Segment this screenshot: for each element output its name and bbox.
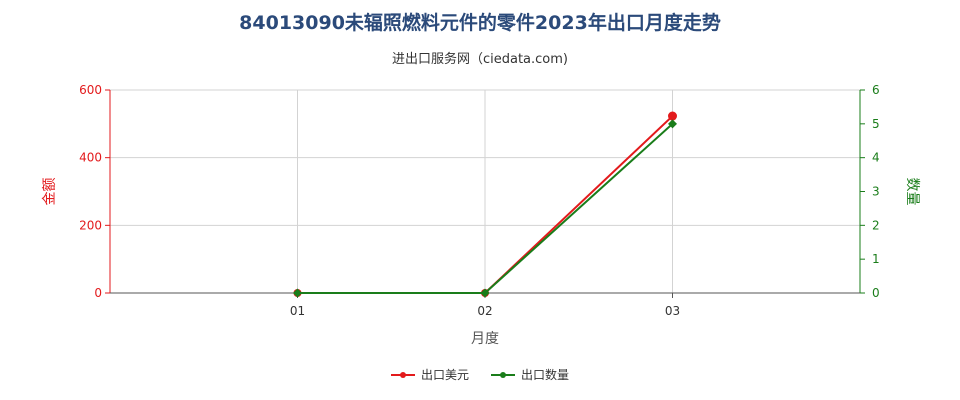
series-1-point <box>293 288 302 298</box>
x-tick-label: 01 <box>290 304 305 318</box>
series-1-point <box>480 288 490 298</box>
x-tick-label: 02 <box>477 304 492 318</box>
y-left-axis-title: 金额 <box>42 178 58 206</box>
legend-item-qty[interactable]: 出口数量 <box>491 366 569 383</box>
y-right-axis-title: 数量 <box>904 178 920 206</box>
legend-label-qty: 出口数量 <box>521 368 570 382</box>
y-left-tick-label: 0 <box>94 286 102 300</box>
y-right-tick-label: 3 <box>872 185 880 199</box>
y-right-tick-label: 1 <box>872 252 880 266</box>
legend-label-usd: 出口美元 <box>420 368 469 382</box>
grid-lines <box>110 89 861 294</box>
legend-swatch-usd <box>390 370 415 380</box>
y-left-tick-label: 600 <box>79 83 102 97</box>
y-right-tick-label: 6 <box>872 83 880 97</box>
series-layer <box>293 111 677 298</box>
legend-item-usd[interactable]: 出口美元 <box>390 366 469 383</box>
y-right-tick-label: 0 <box>872 286 880 300</box>
y-left-tick-label: 400 <box>79 151 102 165</box>
chart-subtitle: 进出口服务网（ciedata.com) <box>391 52 568 67</box>
legend-swatch-qty <box>491 370 515 380</box>
legend: 出口美元 出口数量 <box>0 366 960 383</box>
y-right-tick-label: 2 <box>872 218 880 232</box>
series-1-point <box>668 119 677 129</box>
chart-title: 84013090未辐照燃料元件的零件2023年出口月度走势 <box>239 12 721 34</box>
series-0-point <box>668 111 677 121</box>
y-right-tick-label: 5 <box>872 117 880 131</box>
x-axis-title: 月度 <box>471 331 499 347</box>
y-left-tick-label: 200 <box>79 218 102 232</box>
x-tick-label: 03 <box>665 304 680 318</box>
y-right-tick-label: 4 <box>872 151 880 165</box>
